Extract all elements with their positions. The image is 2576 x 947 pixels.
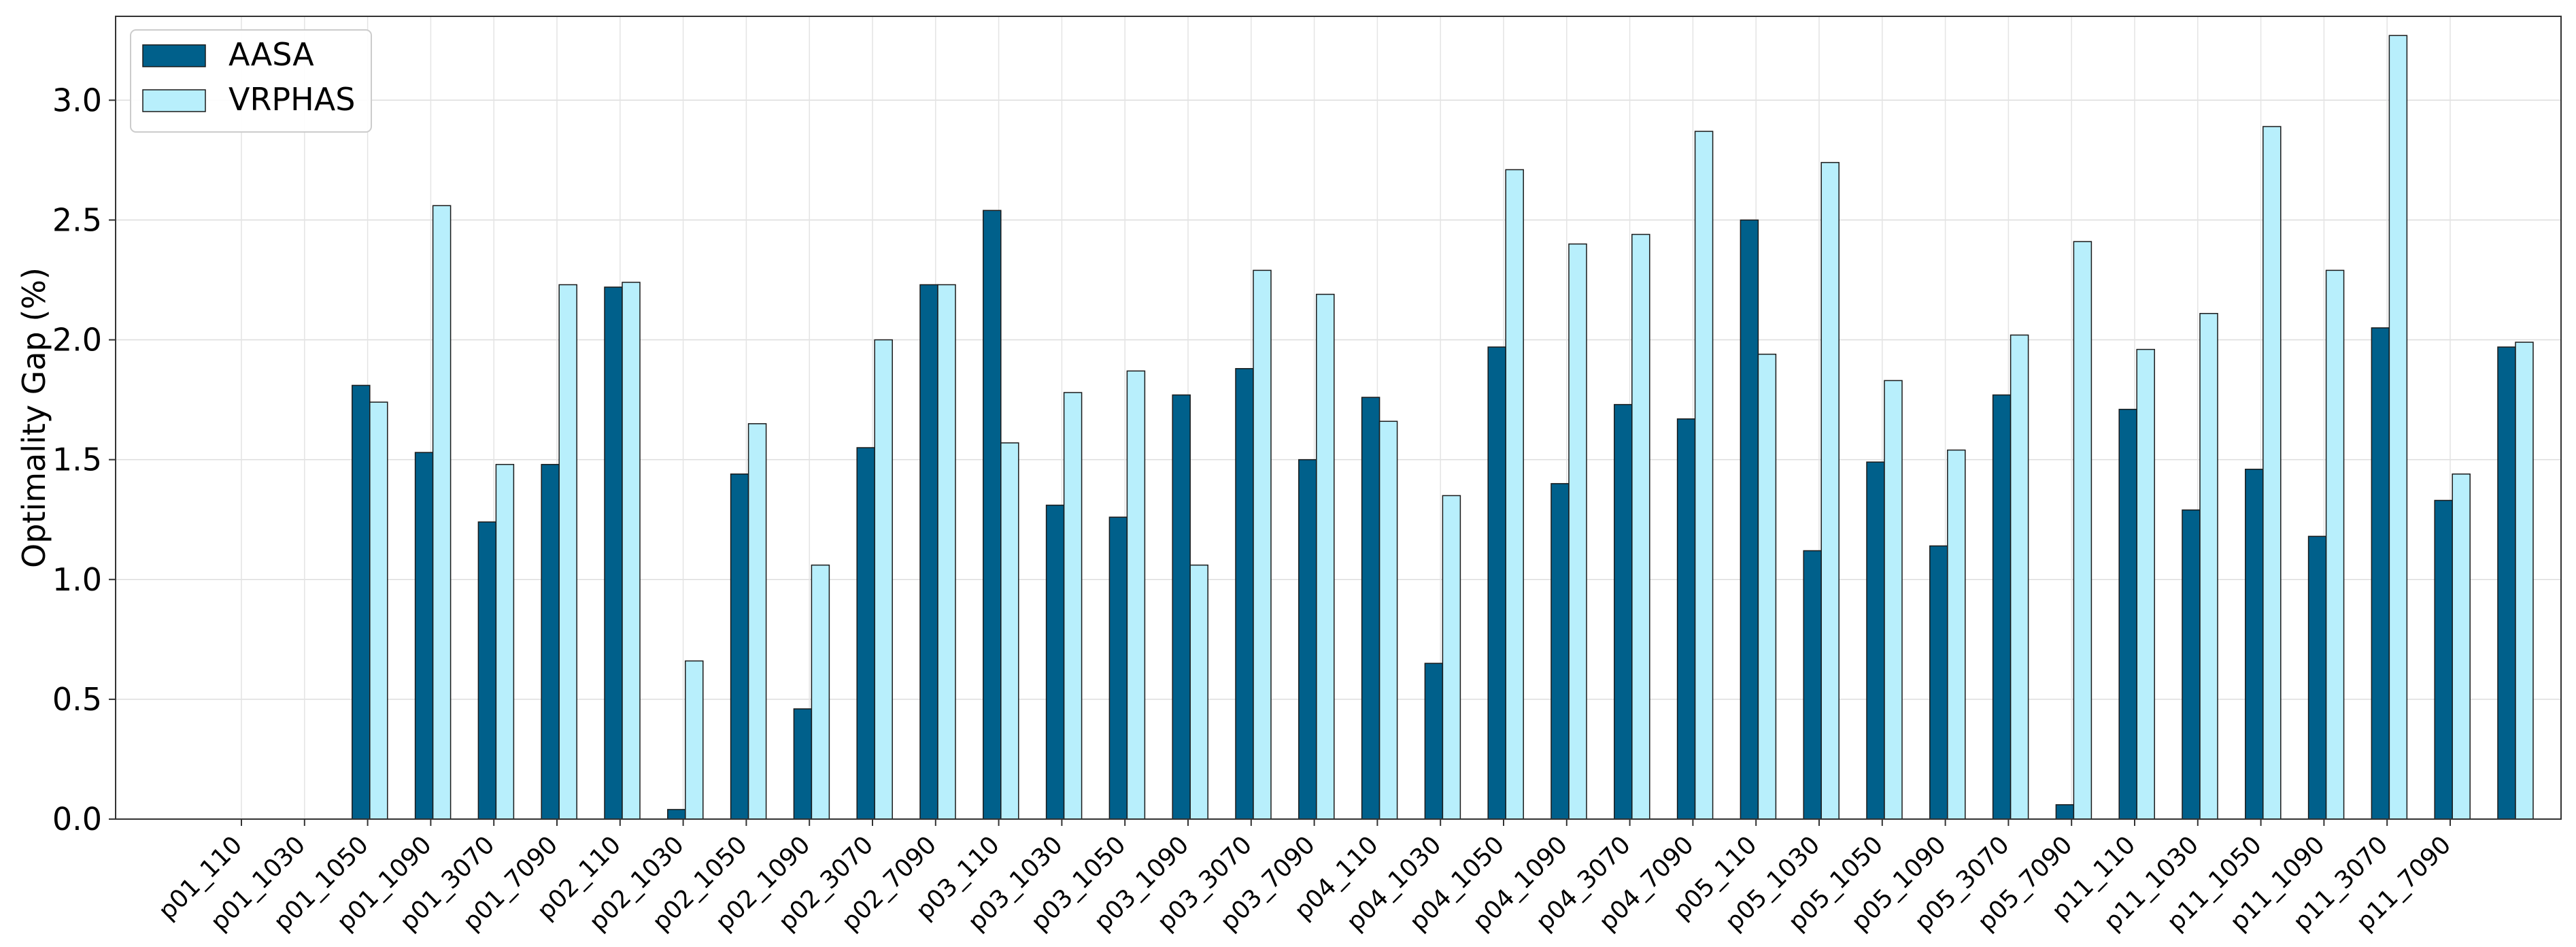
- bar-aasa: [1550, 483, 1570, 820]
- y-axis-label: Optimality Gap (%): [16, 267, 52, 568]
- bar-vrphas: [1442, 495, 1461, 820]
- bar-aasa: [1866, 461, 1885, 820]
- bar-vrphas: [2515, 342, 2534, 820]
- legend-swatch-vrphas: [142, 89, 206, 112]
- bar-aasa: [1172, 394, 1191, 820]
- legend-label-aasa: AASA: [228, 36, 314, 73]
- bar-aasa: [919, 284, 938, 820]
- bar-aasa: [730, 474, 749, 820]
- bar-vrphas: [937, 284, 956, 820]
- bar-aasa: [604, 286, 623, 820]
- bar-vrphas: [1189, 564, 1208, 820]
- bar-aasa: [1424, 663, 1444, 820]
- bar-aasa: [793, 708, 813, 820]
- y-tick-label: 2.0: [52, 322, 102, 359]
- bar-vrphas: [1316, 293, 1335, 820]
- bar-vrphas: [1820, 162, 1840, 820]
- bar-aasa: [1298, 459, 1317, 820]
- bar-vrphas: [432, 205, 452, 820]
- bar-vrphas: [1694, 131, 1714, 820]
- bar-vrphas: [2073, 241, 2092, 820]
- bar-vrphas: [2136, 348, 2155, 820]
- bar-vrphas: [2010, 334, 2029, 820]
- legend: AASA VRPHAS: [130, 29, 372, 133]
- bar-aasa: [2307, 535, 2327, 820]
- bar-vrphas: [811, 564, 830, 820]
- y-tick-label: 0.0: [52, 801, 102, 837]
- bar-aasa: [1361, 397, 1380, 820]
- bar-aasa: [1803, 550, 1822, 820]
- bar-vrphas: [1063, 392, 1083, 820]
- bar-aasa: [1676, 418, 1696, 820]
- y-axis: 0.0 0.5 1.0 1.5 2.0 2.5 3.0: [52, 82, 116, 837]
- legend-swatch-aasa: [142, 44, 206, 67]
- y-tick-label: 2.5: [52, 201, 102, 238]
- bar-vrphas: [1631, 233, 1650, 820]
- bar-aasa: [477, 521, 497, 820]
- y-tick-label: 1.5: [52, 442, 102, 478]
- bar-aasa: [414, 452, 434, 820]
- bar-vrphas: [874, 339, 893, 820]
- bar-aasa: [2182, 509, 2201, 820]
- bar-vrphas: [1378, 420, 1398, 820]
- bar-aasa: [1108, 516, 1128, 820]
- bar-vrphas: [1126, 370, 1146, 820]
- bar-aasa: [983, 210, 1002, 820]
- bar-vrphas: [1505, 169, 1524, 820]
- bar-vrphas: [369, 401, 388, 820]
- plot-frame: [115, 16, 2562, 820]
- y-tick-label: 0.5: [52, 681, 102, 718]
- y-tick-label: 1.0: [52, 561, 102, 598]
- bar-aasa: [541, 463, 560, 820]
- bar-aasa: [1992, 394, 2012, 820]
- bar-vrphas: [495, 463, 515, 820]
- bar-vrphas: [2325, 269, 2345, 820]
- bar-aasa: [2118, 408, 2137, 820]
- bar-vrphas: [2388, 35, 2408, 820]
- bar-vrphas: [2199, 313, 2218, 820]
- bar-aasa: [352, 384, 371, 820]
- bar-vrphas: [1000, 442, 1019, 820]
- bar-vrphas: [1568, 243, 1587, 820]
- bar-aasa: [2497, 346, 2516, 820]
- bar-vrphas: [685, 660, 704, 820]
- bar-vrphas: [1253, 269, 1272, 820]
- bar-vrphas: [622, 282, 641, 820]
- bar-aasa: [2371, 327, 2390, 820]
- bar-vrphas: [1757, 353, 1777, 820]
- bar-aasa: [2245, 468, 2264, 820]
- bar-vrphas: [2263, 126, 2282, 820]
- bar-vrphas: [558, 284, 577, 820]
- bar-aasa: [1235, 368, 1254, 820]
- bar-aasa: [1929, 545, 1948, 820]
- bar-vrphas: [747, 423, 767, 820]
- x-axis: p01_110p01_1030p01_1050p01_1090p01_3070p…: [154, 819, 2456, 936]
- bar-aasa: [1487, 346, 1506, 820]
- bar-vrphas: [1947, 449, 1966, 820]
- bar-vrphas: [2452, 474, 2471, 820]
- bar-aasa: [1740, 219, 1759, 820]
- bar-aasa: [667, 809, 686, 820]
- bar-aasa: [1045, 504, 1065, 820]
- bars: [352, 35, 2534, 820]
- bar-aasa: [856, 447, 875, 820]
- bar-aasa: [1614, 403, 1633, 820]
- y-tick-label: 3.0: [52, 82, 102, 118]
- bar-aasa: [2434, 499, 2453, 820]
- bar-aasa: [2055, 804, 2075, 820]
- bar-vrphas: [1884, 380, 1903, 820]
- legend-label-vrphas: VRPHAS: [228, 81, 355, 118]
